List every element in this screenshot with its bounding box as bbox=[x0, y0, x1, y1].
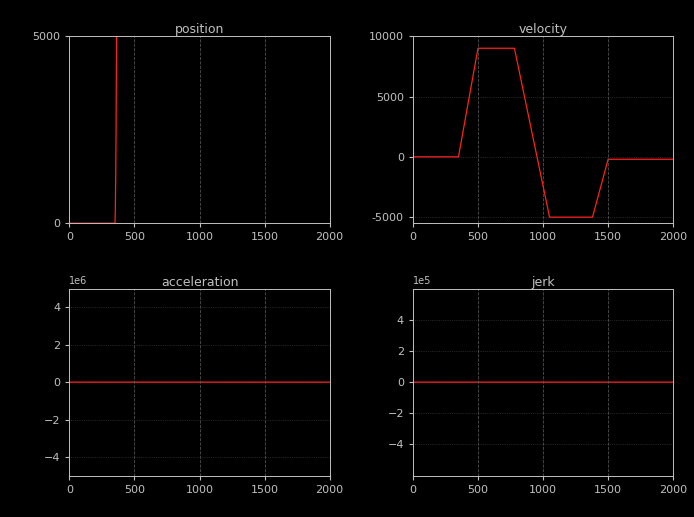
Title: position: position bbox=[175, 23, 224, 36]
Title: jerk: jerk bbox=[531, 276, 555, 288]
Title: velocity: velocity bbox=[518, 23, 568, 36]
Title: acceleration: acceleration bbox=[161, 276, 238, 288]
